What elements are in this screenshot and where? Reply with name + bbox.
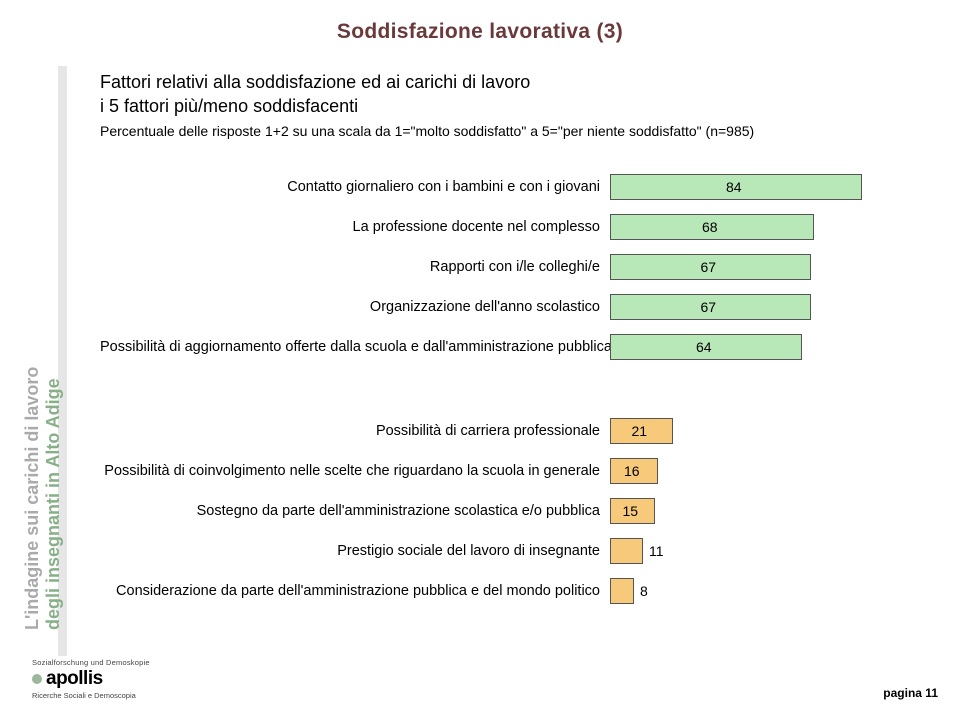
bar-track: 8 [610, 578, 910, 604]
bar-label: La professione docente nel complesso [100, 219, 610, 235]
bar-track: 67 [610, 254, 910, 280]
bar [610, 578, 634, 604]
sidebar-rotated-text: L'indagine sui carichi di lavoro degli i… [22, 210, 63, 630]
bar-label: Prestigio sociale del lavoro di insegnan… [100, 543, 610, 559]
bar-label: Contatto giornaliero con i bambini e con… [100, 179, 610, 195]
bar-value: 16 [624, 458, 640, 484]
subtitle-line2: i 5 fattori più/meno soddisfacenti [100, 94, 920, 118]
bar-track: 84 [610, 174, 910, 200]
logo-dot-icon [32, 674, 42, 684]
subtitle-line1: Fattori relativi alla soddisfazione ed a… [100, 70, 920, 94]
bar-value: 67 [701, 254, 717, 280]
sidebar-line2: degli insegnanti in Alto Adige [43, 378, 63, 630]
chart-row: Organizzazione dell'anno scolastico 67 [100, 290, 920, 324]
logo-block: Sozialforschung und Demoskopie apollis R… [32, 658, 202, 700]
chart-row: Sostegno da parte dell'amministrazione s… [100, 494, 920, 528]
bar-label: Possibilità di aggiornamento offerte dal… [100, 339, 610, 355]
bar-track: 15 [610, 498, 910, 524]
bar-track: 67 [610, 294, 910, 320]
slide-title: Soddisfazione lavorativa (3) [0, 20, 960, 44]
chart-row: Considerazione da parte dell'amministraz… [100, 574, 920, 608]
bar-track: 68 [610, 214, 910, 240]
logo-bottom-line: Ricerche Sociali e Demoscopia [32, 691, 202, 700]
bar-value: 84 [726, 174, 742, 200]
subtitle-caption: Percentuale delle risposte 1+2 su una sc… [100, 123, 920, 139]
chart-row: Prestigio sociale del lavoro di insegnan… [100, 534, 920, 568]
chart-row: Rapporti con i/le colleghi/e 67 [100, 250, 920, 284]
bar-label: Sostegno da parte dell'amministrazione s… [100, 503, 610, 519]
bar-value: 21 [632, 418, 648, 444]
chart-row: Contatto giornaliero con i bambini e con… [100, 170, 920, 204]
bar-value: 64 [696, 334, 712, 360]
bar-label: Organizzazione dell'anno scolastico [100, 299, 610, 315]
bar-value: 67 [701, 294, 717, 320]
bar-track: 11 [610, 538, 910, 564]
bar-value: 15 [623, 498, 639, 524]
bar-label: Rapporti con i/le colleghi/e [100, 259, 610, 275]
chart-row: Possibilità di carriera professionale 21 [100, 414, 920, 448]
logo-top-line: Sozialforschung und Demoskopie [32, 658, 202, 667]
bar-value: 11 [649, 538, 664, 564]
logo-main: apollis [32, 668, 202, 690]
slide: Soddisfazione lavorativa (3) Fattori rel… [0, 0, 960, 718]
subtitle-block: Fattori relativi alla soddisfazione ed a… [100, 70, 920, 139]
bar-label: Possibilità di coinvolgimento nelle scel… [100, 463, 610, 479]
sidebar-line1: L'indagine sui carichi di lavoro [22, 367, 42, 630]
chart-row: Possibilità di aggiornamento offerte dal… [100, 330, 920, 364]
logo-name: apollis [46, 668, 103, 690]
bar-track: 64 [610, 334, 910, 360]
bar [610, 538, 643, 564]
chart-row: Possibilità di coinvolgimento nelle scel… [100, 454, 920, 488]
bar-value: 8 [640, 578, 648, 604]
bar-label: Considerazione da parte dell'amministraz… [100, 583, 610, 599]
bar-value: 68 [702, 214, 718, 240]
chart-row: La professione docente nel complesso 68 [100, 210, 920, 244]
bar-track: 21 [610, 418, 910, 444]
bar-chart: Contatto giornaliero con i bambini e con… [100, 170, 920, 614]
bar-label: Possibilità di carriera professionale [100, 423, 610, 439]
page-number: pagina 11 [883, 686, 938, 700]
bar-track: 16 [610, 458, 910, 484]
